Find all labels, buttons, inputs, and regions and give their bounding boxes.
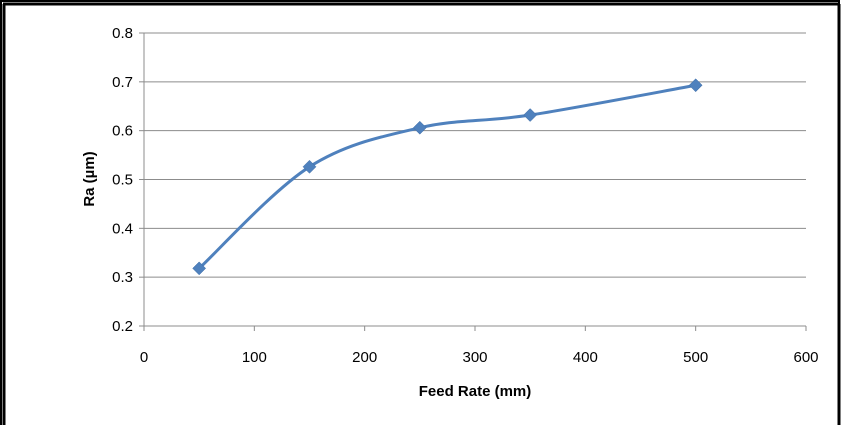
tick-labels: 0.2 0.3 0.4 0.5 0.6 0.7 0.8 0 100 200 300 400 500 600: [112, 25, 818, 366]
x-tick-label: 300: [462, 349, 487, 366]
x-tick-label: 500: [683, 349, 708, 366]
x-axis-title: Feed Rate (mm): [419, 383, 532, 400]
x-tick-label: 400: [573, 349, 598, 366]
y-tick-label: 0.5: [112, 172, 133, 189]
x-tick-label: 600: [793, 349, 818, 366]
data-point-marker: [302, 159, 317, 174]
y-tick-label: 0.6: [112, 123, 133, 140]
gridlines: [144, 32, 806, 278]
data-point-marker: [192, 261, 207, 276]
data-point-marker: [412, 120, 427, 135]
y-tick-label: 0.2: [112, 318, 133, 335]
series-line: [197, 83, 698, 270]
y-tick-label: 0.4: [112, 220, 133, 237]
y-axis-title: Ra (µm): [81, 151, 98, 206]
y-tick-label: 0.3: [112, 269, 133, 286]
x-tick-label: 100: [242, 349, 267, 366]
x-tick-label: 200: [352, 349, 377, 366]
series-group: [192, 78, 703, 276]
data-point-marker: [688, 78, 703, 93]
y-tick-label: 0.8: [112, 25, 133, 42]
y-tick-label: 0.7: [112, 74, 133, 91]
axes: [139, 32, 807, 331]
x-tick-label: 0: [140, 349, 148, 366]
data-point-marker: [523, 108, 538, 122]
